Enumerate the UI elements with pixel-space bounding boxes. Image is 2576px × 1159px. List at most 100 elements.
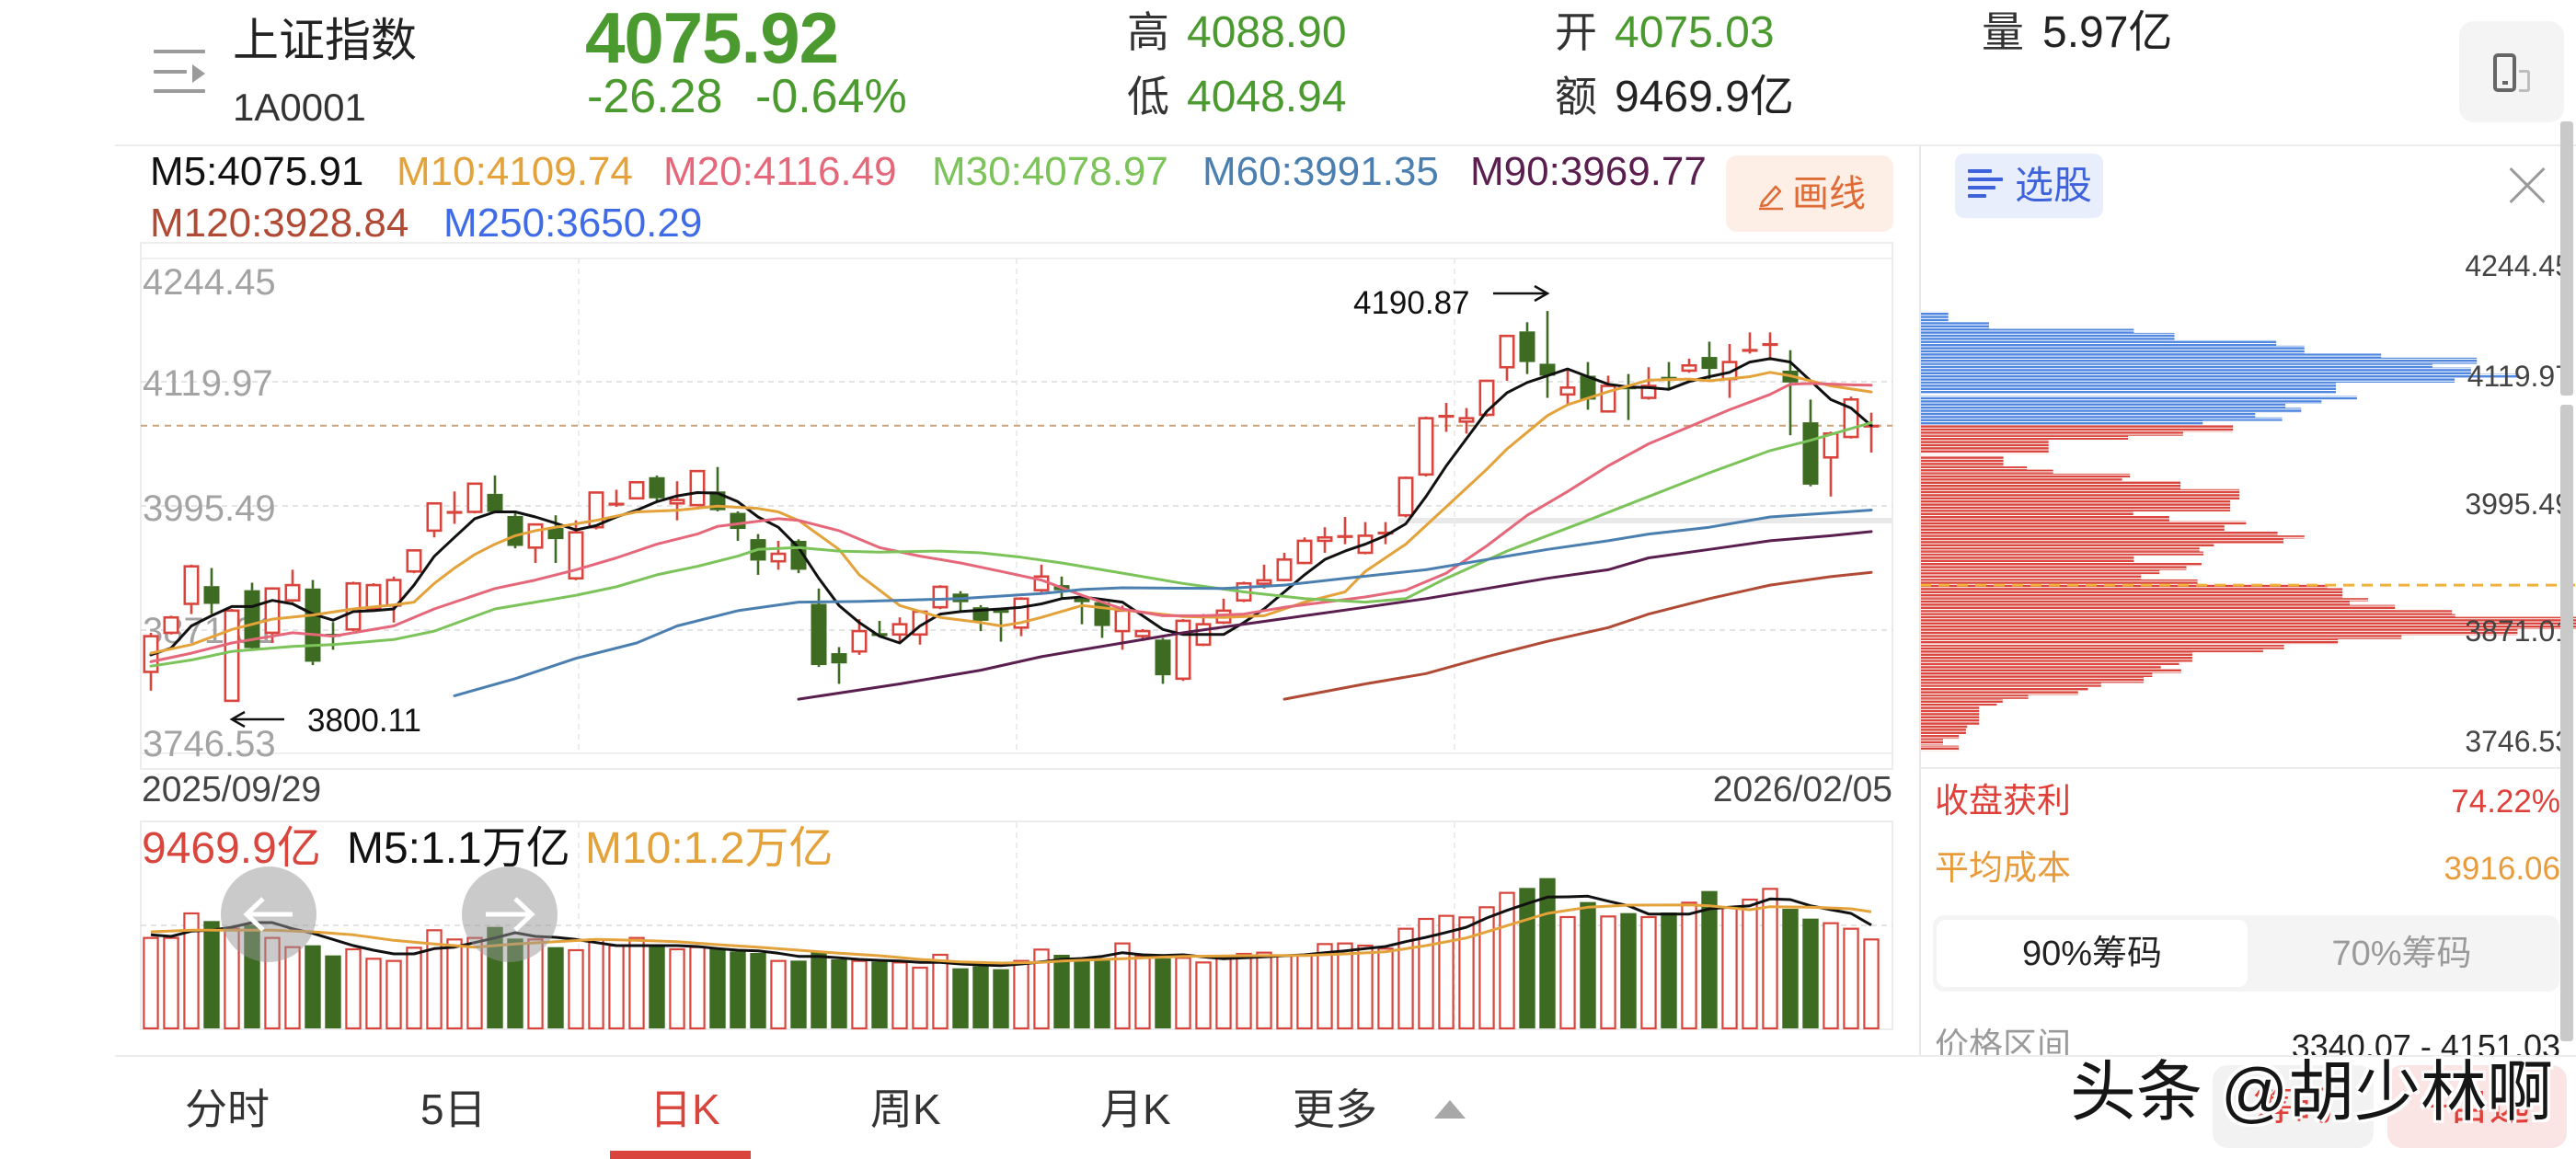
volume-bar-up [385,959,402,1030]
side-panel-scrollbar[interactable] [2560,121,2573,396]
open-label: 开 [1555,8,1597,56]
chip-bar-profit [1920,431,2183,436]
menu-line [154,89,205,93]
candle-up [770,540,787,570]
menu-expand-icon[interactable] [154,50,205,94]
volume-bar-down [790,960,807,1028]
volume-bar-down [1094,958,1110,1028]
draw-line-button[interactable]: 画线 [1726,155,1893,232]
chip-bar-profit [1920,466,2028,470]
chip-stats-divider [1920,767,2560,769]
volume-bar-up [912,966,928,1030]
chips-button[interactable]: 筹码 [2213,1065,2374,1148]
candle-up [385,576,402,623]
chip-bar-profit [1920,728,1966,735]
chip-bar-profit [1920,574,2142,580]
candle-up [1296,537,1313,565]
volume-bar-down [952,968,969,1028]
candle-down [507,513,523,549]
volume-bar-up [1863,938,1880,1030]
chip-bar-profit [1920,566,2187,570]
volume-bar-up [1013,959,1029,1030]
ma120-legend: M120:3928.84 [150,201,409,246]
max-price-annotation: 4190.87 [1353,284,1550,321]
chip-bar-profit [1920,538,2283,544]
candle-down [831,647,847,684]
chip-tab-70[interactable]: 70%筹码 [2331,934,2472,973]
chip-bar-profit [1920,455,2004,466]
caret-up-icon[interactable] [1434,1100,1466,1119]
tab-weekly-k[interactable]: 周K [870,1085,941,1133]
tab-5day[interactable]: 5日 [420,1085,487,1133]
volume-bar-down [709,947,726,1028]
volume-ma-layer [150,894,1872,968]
chip-axis-label: 3995.49 [2465,488,2571,521]
chip-tab-90[interactable]: 90%筹码 [1937,920,2248,987]
close-icon[interactable] [2509,167,2546,204]
volume-bar-up [446,938,463,1030]
chip-bar-loss [1920,311,1949,323]
chip-bar-loss [1920,383,2336,395]
volume-bar-down [1661,912,1677,1028]
chip-axis-label: 3871.01 [2465,614,2571,648]
open-value: 4075.03 [1615,8,1775,57]
chip-bar-profit [1920,562,2202,567]
chip-bar-profit [1920,683,2101,687]
chip-bar-profit [1920,515,2169,522]
price-axis-labels: 4244.45 4119.97 3995.49 3871.01 3746.53 [143,262,276,764]
arrow-right-icon [486,897,535,932]
high-value: 4088.90 [1187,8,1347,57]
volume-bar-down [972,966,989,1028]
max-price-label: 4190.87 [1353,285,1470,321]
volume-bar-up [1317,943,1333,1030]
select-stock-button[interactable]: 选股 [1955,154,2103,218]
volume-bar-up [1559,915,1576,1030]
chip-bar-profit [1920,691,2078,695]
candle-up [1418,416,1434,476]
candle-up [1843,396,1859,439]
chip-bar-profit [1920,648,2263,653]
tab-monthly-k[interactable]: 月K [1100,1085,1171,1133]
chip-bar-profit [1920,547,2200,552]
tab-more[interactable]: 更多 [1293,1085,1377,1133]
chip-bar-profit [1920,661,2179,665]
chip-bar-loss [1920,328,2134,334]
price-range-label: 价格区间 [1935,1027,2071,1055]
scroll-right-button[interactable] [462,866,558,962]
volume-bar-up [1377,947,1394,1030]
ma20-legend: M20:4116.49 [663,149,897,194]
candle-up [224,609,240,703]
tab-daily-k[interactable]: 日K [650,1085,720,1133]
chip-bar-loss [1920,345,2305,354]
volume-bar-up [891,961,908,1030]
screen-orientation-button[interactable] [2459,21,2564,122]
amount-label: 额 [1555,73,1597,120]
arrow-left-icon [243,897,293,932]
ma-lines-layer [149,357,1873,701]
candle-down [1155,637,1171,684]
chip-bar-profit [1920,686,2088,692]
price-axis-label: 4119.97 [143,363,273,404]
side-panel-scrollbar[interactable] [2560,405,2573,1041]
volume-bar-up [568,948,584,1030]
min-price-annotation: 3800.11 [229,703,421,739]
volume-bar-up [1843,927,1859,1030]
add-watchlist-button[interactable]: +自选 [2387,1065,2567,1148]
chip-bar-loss [1920,373,2520,378]
avg-cost-label: 平均成本 [1935,849,2071,887]
scroll-left-button[interactable] [221,866,316,962]
tab-intraday[interactable]: 分时 [185,1085,270,1133]
chip-bar-profit [1920,669,2181,673]
chip-bar-profit [1920,651,2192,662]
volume-bar-up [851,959,868,1030]
volume-bar-up [1600,915,1616,1030]
ma60-legend: M60:3991.35 [1202,149,1439,194]
candle-up [1337,517,1353,545]
ma5-legend: M5:4075.91 [150,149,364,194]
chip-bar-profit [1920,511,2133,516]
chip-bar-loss [1920,322,1989,329]
volume-bar-up [1438,914,1455,1030]
volume-bar-up [1640,915,1657,1030]
volume-bar-up [628,936,645,1030]
